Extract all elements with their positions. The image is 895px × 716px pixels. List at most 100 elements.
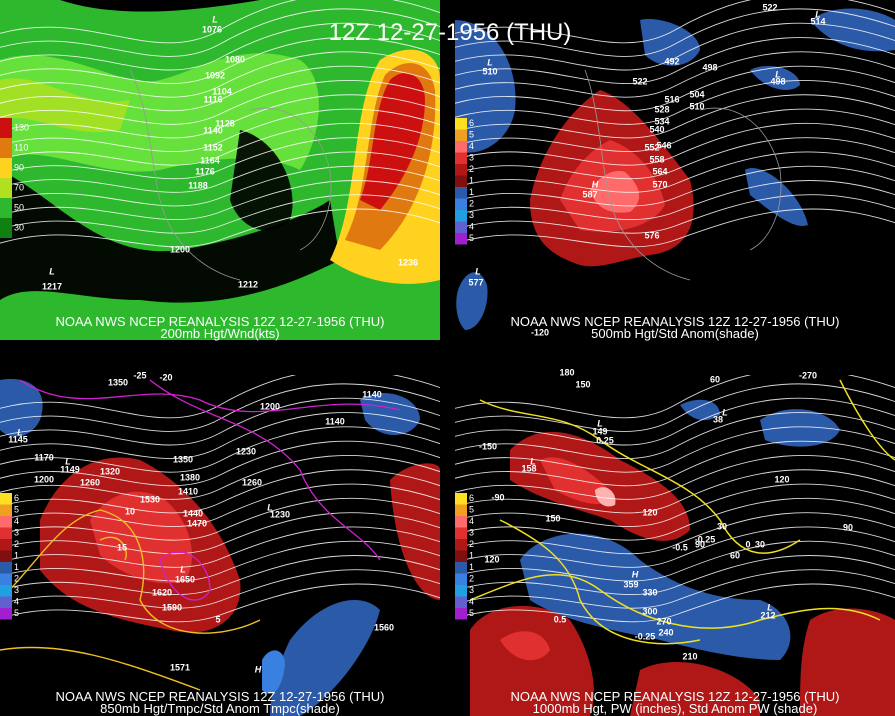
legend-swatch xyxy=(0,585,12,597)
contour-label: 1170 xyxy=(34,452,54,462)
legend-swatch xyxy=(0,550,12,562)
legend-swatch xyxy=(455,164,467,176)
legend-label: 4 xyxy=(14,516,19,526)
legend-swatch xyxy=(0,527,12,539)
height-contour xyxy=(0,583,440,623)
panel-1000mb xyxy=(455,375,895,716)
height-contour xyxy=(0,108,440,152)
legend-swatch xyxy=(0,504,12,516)
pressure-center: L xyxy=(530,456,536,466)
contour-label: 1212 xyxy=(238,279,258,289)
height-contour xyxy=(455,440,895,487)
legend-label: 3 xyxy=(14,585,19,595)
anomaly-shade xyxy=(520,533,791,660)
pressure-center: L xyxy=(212,14,218,24)
contour-label: 1236 xyxy=(398,257,418,267)
legend-swatch xyxy=(455,493,467,505)
contour-label: 120 xyxy=(484,554,499,564)
height-contour xyxy=(0,8,440,57)
legend-swatch xyxy=(0,562,12,574)
legend-label: 1 xyxy=(14,562,19,572)
contour-label: 120 xyxy=(774,474,789,484)
anomaly-shade xyxy=(360,392,420,435)
anomaly-shade xyxy=(760,409,840,447)
contour-label: 1104 xyxy=(212,86,232,96)
contour-label: 330 xyxy=(642,587,657,597)
contour-label: 1200 xyxy=(260,401,280,411)
contour-label: 1080 xyxy=(225,54,245,64)
legend-label: 2 xyxy=(14,574,19,584)
height-contour xyxy=(455,540,895,582)
pressure-center: L xyxy=(722,407,728,417)
height-contour xyxy=(0,426,440,473)
height-contour xyxy=(455,37,895,85)
contour-label: 149 xyxy=(592,426,607,436)
anomaly-shade xyxy=(262,650,285,694)
legend-label: 3 xyxy=(469,153,474,163)
coastline xyxy=(129,69,332,281)
coastline xyxy=(584,69,782,281)
panel-caption: NOAA NWS NCEP REANALYSIS 12Z 12-27-1956 … xyxy=(511,689,840,704)
contour-label: 498 xyxy=(770,76,785,86)
contour-label: 516 xyxy=(664,94,679,104)
legend-label: 4 xyxy=(469,516,474,526)
contour-label: 270 xyxy=(656,616,671,626)
legend-swatch xyxy=(455,504,467,516)
legend-label: 5 xyxy=(469,233,474,243)
legend-swatch xyxy=(0,118,12,138)
contour-label: 558 xyxy=(649,154,664,164)
contour-label: 1320 xyxy=(100,466,120,476)
contour-label: 1560 xyxy=(374,622,394,632)
height-contour xyxy=(455,108,895,152)
legend-label: 5 xyxy=(14,505,19,515)
contour-label: -120 xyxy=(531,327,549,337)
height-contour xyxy=(455,583,895,623)
contour-label: 1590 xyxy=(162,602,182,612)
panel-subcaption: 850mb Hgt/Tmpc/Std Anom Tmpc(shade) xyxy=(100,701,340,716)
wind-shade xyxy=(0,78,130,133)
legend-swatch xyxy=(455,596,467,608)
contour-label: 570 xyxy=(652,179,667,189)
contour-label: 1188 xyxy=(188,180,208,190)
legend-label: 5 xyxy=(469,130,474,140)
anomaly-shade xyxy=(630,661,760,716)
height-contour xyxy=(0,165,440,207)
height-contour xyxy=(455,65,895,112)
contour-label: 1230 xyxy=(236,446,256,456)
contour-label: 1152 xyxy=(203,142,223,152)
height-contour xyxy=(455,194,895,234)
panel-subcaption: 500mb Hgt/Std Anom(shade) xyxy=(591,326,759,341)
contour-label: 1380 xyxy=(180,472,200,482)
legend-label: 3 xyxy=(469,528,474,538)
map-title: 12Z 12-27-1956 (THU) xyxy=(329,19,572,46)
height-contour xyxy=(455,412,895,460)
contour-label: 1128 xyxy=(215,118,235,128)
height-contour xyxy=(0,569,440,609)
contour-label: 158 xyxy=(521,463,536,473)
height-contour xyxy=(455,208,895,248)
contour-label: 1200 xyxy=(170,244,190,254)
legend-label: 3 xyxy=(469,210,474,220)
pressure-center: L xyxy=(597,418,603,428)
contour-label: 522 xyxy=(762,2,777,12)
anomaly-shade xyxy=(800,608,895,716)
pw-contour xyxy=(469,379,895,645)
height-contour xyxy=(0,469,440,514)
legend-label: 5 xyxy=(14,608,19,618)
contour-label: 514 xyxy=(810,16,825,26)
contour-label: 1440 xyxy=(183,508,203,518)
pressure-center: H xyxy=(255,664,262,674)
temperature-contour xyxy=(19,379,401,601)
legend-label: 4 xyxy=(469,597,474,607)
contour-label: -25 xyxy=(133,370,146,380)
contour-label: 1260 xyxy=(242,477,262,487)
contour-label: 0.25 xyxy=(596,435,614,445)
height-contour xyxy=(0,440,440,487)
contour-label: 546 xyxy=(656,140,671,150)
height-contour xyxy=(455,426,895,473)
contour-label: 1230 xyxy=(270,509,290,519)
panel-subcaption: 200mb Hgt/Wnd(kts) xyxy=(160,326,279,341)
legend-swatch xyxy=(0,158,12,178)
height-contour xyxy=(0,94,440,139)
legend-swatch xyxy=(455,516,467,528)
